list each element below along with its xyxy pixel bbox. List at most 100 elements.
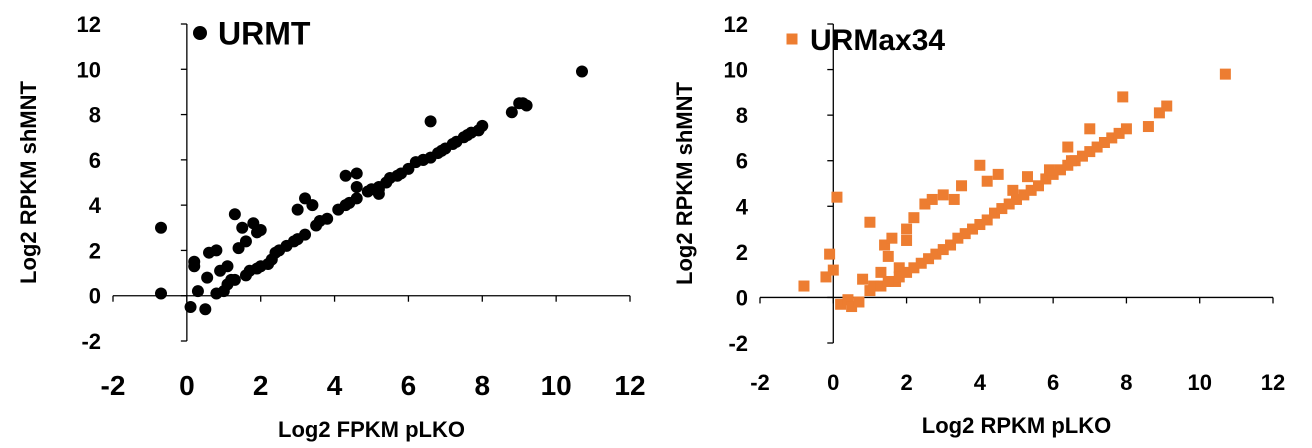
data-point [236, 221, 249, 234]
y-tick-label: 0 [89, 284, 101, 309]
data-point [875, 266, 887, 278]
data-point [476, 119, 489, 132]
data-point [974, 159, 986, 171]
data-point [188, 260, 201, 273]
data-point [435, 144, 448, 157]
data-point [1011, 193, 1022, 205]
data-point [1117, 91, 1129, 103]
data-point [1065, 155, 1077, 167]
data-point [1084, 146, 1096, 158]
data-point [908, 212, 920, 224]
data-point [864, 285, 876, 297]
y-tick-label: 8 [89, 103, 101, 128]
data-point [575, 65, 588, 78]
legend-label: URMax34 [810, 24, 945, 57]
x-tick-label: 12 [614, 370, 645, 401]
data-point [155, 221, 168, 234]
data-point [948, 193, 960, 205]
data-point [191, 285, 204, 298]
y-tick-label: 10 [77, 57, 101, 82]
data-point [842, 294, 854, 306]
data-point [930, 248, 942, 260]
data-point [974, 219, 986, 231]
data-point [155, 287, 168, 300]
y-axis-title: Log2 RPKM shMNT [16, 81, 41, 284]
y-tick-label: 4 [89, 193, 102, 218]
y-tick-label: 10 [724, 58, 748, 83]
data-point [291, 203, 304, 216]
data-point [201, 271, 214, 284]
data-point [952, 232, 964, 244]
data-point [1025, 184, 1037, 196]
y-tick-label: 6 [89, 148, 101, 173]
data-point [864, 216, 876, 228]
data-point [1040, 173, 1052, 185]
data-point [1062, 141, 1074, 153]
chart-urmax34: -2 0 2 4 6 8 10 12 -2 0 2 4 6 8 10 12 Log2 RPKM pLKO Log2… [672, 12, 1285, 438]
data-point [1098, 136, 1110, 148]
data-point [239, 235, 252, 248]
data-point [923, 253, 935, 265]
data-point [926, 193, 938, 205]
data-point [1161, 100, 1173, 112]
x-tick-label: 2 [900, 370, 912, 395]
data-point [882, 275, 894, 287]
legend-marker [786, 33, 798, 45]
data-point [254, 224, 267, 237]
x-axis-title: Log2 RPKM pLKO [922, 413, 1111, 438]
data-point [1032, 180, 1044, 192]
data-point [992, 168, 1004, 180]
data-point [901, 266, 913, 278]
data-point [1003, 198, 1015, 210]
data-point [827, 264, 839, 276]
data-point [820, 271, 832, 283]
data-point [908, 262, 920, 274]
x-tick-label: 0 [827, 370, 839, 395]
data-point [875, 280, 887, 292]
data-point [199, 303, 212, 316]
data-point [1120, 123, 1132, 135]
y-tick-label: -2 [81, 329, 101, 354]
data-point [1091, 141, 1103, 153]
data-point [956, 180, 968, 192]
x-tick-label: 8 [474, 370, 490, 401]
data-point [1106, 132, 1118, 144]
data-point [901, 223, 913, 235]
data-point [915, 257, 927, 269]
y-tick-label: 12 [724, 12, 748, 37]
x-tick-label: -2 [750, 370, 770, 395]
data-point [299, 228, 312, 241]
y-tick-label: 6 [736, 149, 748, 174]
data-point [424, 115, 437, 128]
data-point [1054, 164, 1066, 176]
x-tick-label: 6 [401, 370, 417, 401]
data-point [1021, 171, 1033, 183]
data-point [901, 234, 913, 246]
data-point [857, 273, 869, 285]
x-tick-label: 10 [1187, 370, 1211, 395]
x-tick-label: 12 [1261, 370, 1285, 395]
data-point [798, 280, 810, 292]
data-point [824, 248, 836, 260]
x-tick-label: 4 [974, 370, 987, 395]
legend-label: URMT [218, 16, 311, 52]
data-point [417, 153, 430, 166]
data-point [937, 244, 949, 256]
data-point [228, 208, 241, 221]
data-point [1076, 150, 1088, 162]
data-point [1007, 184, 1019, 196]
data-point [893, 262, 905, 274]
data-point [853, 296, 865, 308]
data-point [989, 207, 1001, 219]
x-tick-label: 10 [541, 370, 572, 401]
y-tick-label: 12 [77, 12, 101, 37]
data-point [945, 239, 957, 251]
data-point [461, 128, 474, 141]
data-point [1084, 123, 1096, 135]
data-point [350, 167, 363, 180]
data-point [996, 203, 1008, 215]
y-tick-label: 2 [736, 240, 748, 265]
data-point [1153, 107, 1165, 119]
data-point [1142, 121, 1154, 133]
